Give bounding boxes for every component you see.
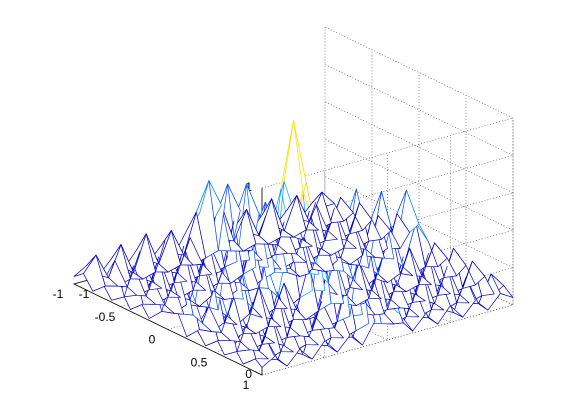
x-tick-label: -1 <box>79 287 90 301</box>
y-tick-label: 0.5 <box>191 355 208 369</box>
y-tick-label: 1 <box>243 378 250 392</box>
z-tick-label: 1 <box>245 180 252 194</box>
grid-line <box>261 138 514 301</box>
z-tick-label: 0 <box>245 367 252 381</box>
grid-line <box>261 101 514 264</box>
y-tick-label: 0 <box>149 333 156 347</box>
grid-line <box>261 26 514 189</box>
grid-line <box>261 176 514 338</box>
mesh-cell <box>73 254 97 277</box>
y-tick-label: -0.5 <box>95 310 116 324</box>
grid-line <box>261 64 514 226</box>
y-tick-label: -1 <box>53 287 64 301</box>
